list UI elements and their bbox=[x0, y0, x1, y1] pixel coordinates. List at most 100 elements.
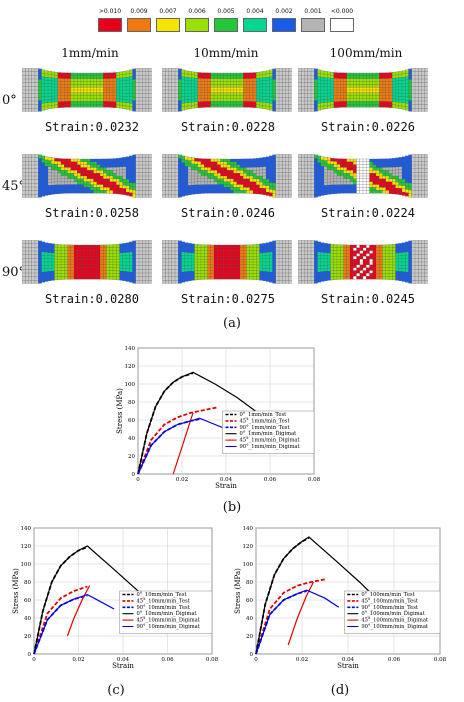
x-tick-label: 0.06 bbox=[161, 657, 174, 663]
legend-swatch bbox=[214, 18, 238, 32]
column-header-10mm: 10mm/min bbox=[193, 46, 259, 60]
series-line bbox=[255, 536, 383, 655]
caption-a: (a) bbox=[223, 316, 241, 331]
y-tick-label: 140 bbox=[243, 526, 254, 532]
series-line bbox=[33, 593, 115, 655]
column-header-1mm: 1mm/min bbox=[61, 46, 119, 60]
legend-label: 0.005 bbox=[217, 8, 235, 15]
series-line bbox=[66, 585, 91, 637]
y-tick-label: 40 bbox=[24, 616, 31, 622]
strain-label: Strain:0.0275 bbox=[181, 292, 275, 306]
series-line bbox=[33, 545, 157, 655]
legend-swatch bbox=[185, 18, 209, 32]
legend-entry: 90°_100mm/min_Test bbox=[361, 605, 419, 611]
y-tick-label: 60 bbox=[128, 418, 135, 424]
legend-entry: 90°_10mm/min_Digimat bbox=[136, 624, 200, 630]
y-tick-label: 0 bbox=[132, 472, 136, 478]
strain-label: Strain:0.0226 bbox=[321, 120, 415, 134]
strain-label: Strain:0.0228 bbox=[181, 120, 275, 134]
strain-label: Strain:0.0245 bbox=[321, 292, 415, 306]
legend-label: 0.007 bbox=[159, 8, 177, 15]
series-line bbox=[172, 412, 194, 475]
legend-label: <0.000 bbox=[330, 8, 354, 15]
y-tick-label: 100 bbox=[243, 562, 254, 568]
x-tick-label: 0.02 bbox=[72, 657, 84, 663]
y-tick-label: 80 bbox=[128, 400, 135, 406]
series-line bbox=[255, 578, 326, 655]
strain-label: Strain:0.0258 bbox=[45, 206, 139, 220]
caption-b: (b) bbox=[222, 500, 242, 515]
y-tick-label: 20 bbox=[246, 634, 253, 640]
legend-entry: 45°_10mm/min_Digimat bbox=[136, 618, 200, 624]
legend-label: 0.002 bbox=[275, 8, 293, 15]
x-tick-label: 0.08 bbox=[206, 657, 219, 663]
x-tick-label: 0.02 bbox=[296, 657, 308, 663]
specimen-contour-map bbox=[298, 240, 428, 284]
y-tick-label: 140 bbox=[125, 346, 136, 352]
legend-entry: 90°_100mm/min_Digimat bbox=[361, 624, 429, 630]
legend-entry: 45°_10mm/min_Test bbox=[136, 598, 190, 604]
y-tick-label: 120 bbox=[243, 544, 254, 550]
specimen-contour-map bbox=[22, 68, 152, 112]
y-tick-label: 40 bbox=[128, 436, 135, 442]
specimen-contour-map bbox=[22, 154, 152, 198]
x-tick-label: 0.02 bbox=[176, 477, 188, 483]
x-axis-label: Strain bbox=[215, 482, 237, 490]
y-tick-label: 80 bbox=[246, 580, 253, 586]
y-tick-label: 20 bbox=[24, 634, 31, 640]
legend-entry: 0°_10mm/min_Digimat bbox=[136, 611, 197, 617]
y-tick-label: 120 bbox=[125, 364, 136, 370]
y-tick-label: 100 bbox=[21, 562, 32, 568]
x-tick-label: 0.08 bbox=[308, 477, 321, 483]
legend-swatch bbox=[98, 18, 122, 32]
y-tick-label: 0 bbox=[250, 652, 254, 658]
legend-entry: 45°_100mm/min_Test bbox=[361, 598, 419, 604]
y-tick-label: 140 bbox=[21, 526, 32, 532]
y-tick-label: 80 bbox=[24, 580, 31, 586]
specimen-contour-map bbox=[162, 68, 292, 112]
stress-strain-chart-c: 0 20 40 60 80 100 120 140 0 0.02 0.04 0.06 0.08 Strai… bbox=[12, 526, 219, 670]
y-tick-label: 100 bbox=[125, 382, 136, 388]
series-line bbox=[255, 589, 340, 655]
row-header-45deg: 45° bbox=[2, 179, 26, 194]
legend-swatch bbox=[301, 18, 325, 32]
legend-entry: 90°_10mm/min_Test bbox=[136, 605, 190, 611]
strain-label: Strain:0.0224 bbox=[321, 206, 415, 220]
series-line bbox=[137, 417, 231, 475]
x-tick-label: 0 bbox=[32, 657, 36, 663]
legend-entry: 0°_1mm/min_Digimat bbox=[239, 431, 297, 437]
legend-swatch bbox=[156, 18, 180, 32]
y-axis-label: Stress (MPa) bbox=[234, 568, 242, 614]
legend-entry: 0°_100mm/min_Digimat bbox=[361, 611, 425, 617]
legend-label: 0.006 bbox=[188, 8, 206, 15]
legend-swatch bbox=[127, 18, 151, 32]
legend-entry: 45°_1mm/min_Digimat bbox=[239, 438, 300, 444]
x-tick-label: 0.08 bbox=[434, 657, 447, 663]
legend-entry: 0°_100mm/min_Test bbox=[361, 592, 415, 598]
legend-entry: 90°_1mm/min_Digimat bbox=[239, 444, 300, 450]
series-line bbox=[137, 371, 271, 475]
caption-d: (d) bbox=[330, 683, 350, 698]
legend-label: >0.010 bbox=[98, 8, 122, 15]
x-tick-label: 0.06 bbox=[264, 477, 277, 483]
y-axis-label: Stress (MPa) bbox=[116, 388, 124, 434]
x-tick-label: 0 bbox=[136, 477, 140, 483]
y-tick-label: 20 bbox=[128, 454, 135, 460]
x-axis-label: Strain bbox=[337, 662, 359, 670]
row-header-90deg: 90° bbox=[2, 265, 26, 280]
legend-label: 0.001 bbox=[304, 8, 322, 15]
column-header-100mm: 100mm/min bbox=[329, 46, 403, 60]
x-tick-label: 0 bbox=[254, 657, 258, 663]
strain-label: Strain:0.0232 bbox=[45, 120, 139, 134]
series-line bbox=[287, 581, 315, 646]
y-axis-label: Stress (MPa) bbox=[12, 568, 20, 614]
specimen-contour-map bbox=[298, 154, 428, 198]
y-tick-label: 60 bbox=[246, 598, 253, 604]
row-header-0deg: 0° bbox=[2, 93, 17, 108]
specimen-contour-map bbox=[162, 240, 292, 284]
y-tick-label: 60 bbox=[24, 598, 31, 604]
legend-entry: 0°_1mm/min_Test bbox=[239, 412, 287, 418]
x-axis-label: Strain bbox=[112, 662, 134, 670]
specimen-contour-map bbox=[298, 68, 428, 112]
legend-entry: 90°_1mm/min_Test bbox=[239, 425, 290, 431]
